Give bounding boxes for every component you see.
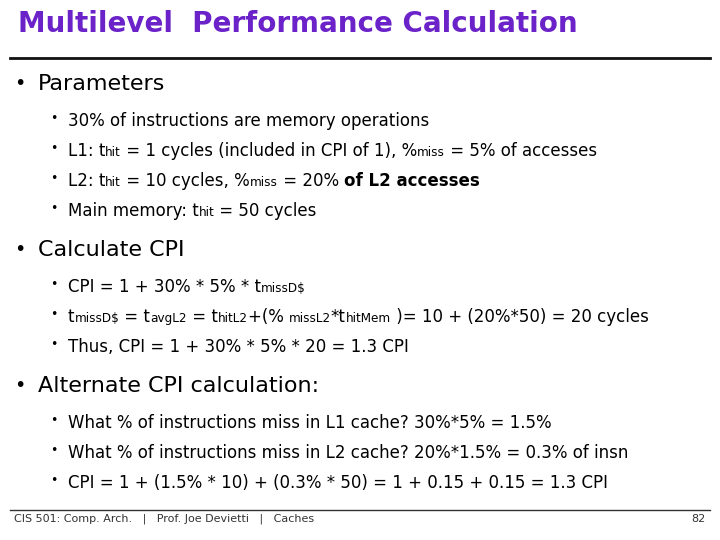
Text: CPI = 1 + 30% * 5% * t: CPI = 1 + 30% * 5% * t (68, 278, 261, 296)
Text: •: • (50, 308, 58, 321)
Text: •: • (14, 376, 25, 395)
Text: Main memory: t: Main memory: t (68, 202, 199, 220)
Text: hitL2: hitL2 (217, 312, 248, 325)
Text: What % of instructions miss in L1 cache? 30%*5% = 1.5%: What % of instructions miss in L1 cache?… (68, 414, 552, 432)
Text: Calculate CPI: Calculate CPI (38, 240, 184, 260)
Text: missL2: missL2 (289, 312, 330, 325)
Text: •: • (50, 338, 58, 351)
Text: miss: miss (250, 176, 278, 189)
Text: •: • (50, 414, 58, 427)
Text: *t: *t (330, 308, 346, 326)
Text: = t: = t (120, 308, 150, 326)
Text: •: • (50, 278, 58, 291)
Text: +(%: +(% (248, 308, 289, 326)
Text: CPI = 1 + (1.5% * 10) + (0.3% * 50) = 1 + 0.15 + 0.15 = 1.3 CPI: CPI = 1 + (1.5% * 10) + (0.3% * 50) = 1 … (68, 474, 608, 492)
Text: t: t (68, 308, 74, 326)
Text: •: • (50, 474, 58, 487)
Text: = 5% of accesses: = 5% of accesses (445, 142, 598, 160)
Text: hitMem: hitMem (346, 312, 391, 325)
Text: hit: hit (105, 176, 121, 189)
Text: L1: t: L1: t (68, 142, 105, 160)
Text: •: • (50, 172, 58, 185)
Text: •: • (50, 112, 58, 125)
Text: hit: hit (105, 146, 121, 159)
Text: •: • (14, 74, 25, 93)
Text: 30% of instructions are memory operations: 30% of instructions are memory operation… (68, 112, 429, 130)
Text: L2: t: L2: t (68, 172, 105, 190)
Text: •: • (14, 240, 25, 259)
Text: •: • (50, 142, 58, 155)
Text: hit: hit (199, 206, 215, 219)
Text: = 1 cycles (included in CPI of 1), %: = 1 cycles (included in CPI of 1), % (121, 142, 418, 160)
Text: 82: 82 (692, 514, 706, 524)
Text: Parameters: Parameters (38, 74, 166, 94)
Text: •: • (50, 202, 58, 215)
Text: miss: miss (418, 146, 445, 159)
Text: missD$: missD$ (74, 312, 120, 325)
Text: of L2 accesses: of L2 accesses (344, 172, 480, 190)
Text: = 20%: = 20% (278, 172, 344, 190)
Text: What % of instructions miss in L2 cache? 20%*1.5% = 0.3% of insn: What % of instructions miss in L2 cache?… (68, 444, 629, 462)
Text: = t: = t (186, 308, 217, 326)
Text: missD$: missD$ (261, 282, 306, 295)
Text: Thus, CPI = 1 + 30% * 5% * 20 = 1.3 CPI: Thus, CPI = 1 + 30% * 5% * 20 = 1.3 CPI (68, 338, 409, 356)
Text: )= 10 + (20%*50) = 20 cycles: )= 10 + (20%*50) = 20 cycles (391, 308, 649, 326)
Text: = 50 cycles: = 50 cycles (215, 202, 317, 220)
Text: •: • (50, 444, 58, 457)
Text: avgL2: avgL2 (150, 312, 186, 325)
Text: Multilevel  Performance Calculation: Multilevel Performance Calculation (18, 10, 577, 38)
Text: = 10 cycles, %: = 10 cycles, % (121, 172, 250, 190)
Text: CIS 501: Comp. Arch.   |   Prof. Joe Devietti   |   Caches: CIS 501: Comp. Arch. | Prof. Joe Deviett… (14, 514, 314, 524)
Text: Alternate CPI calculation:: Alternate CPI calculation: (38, 376, 319, 396)
